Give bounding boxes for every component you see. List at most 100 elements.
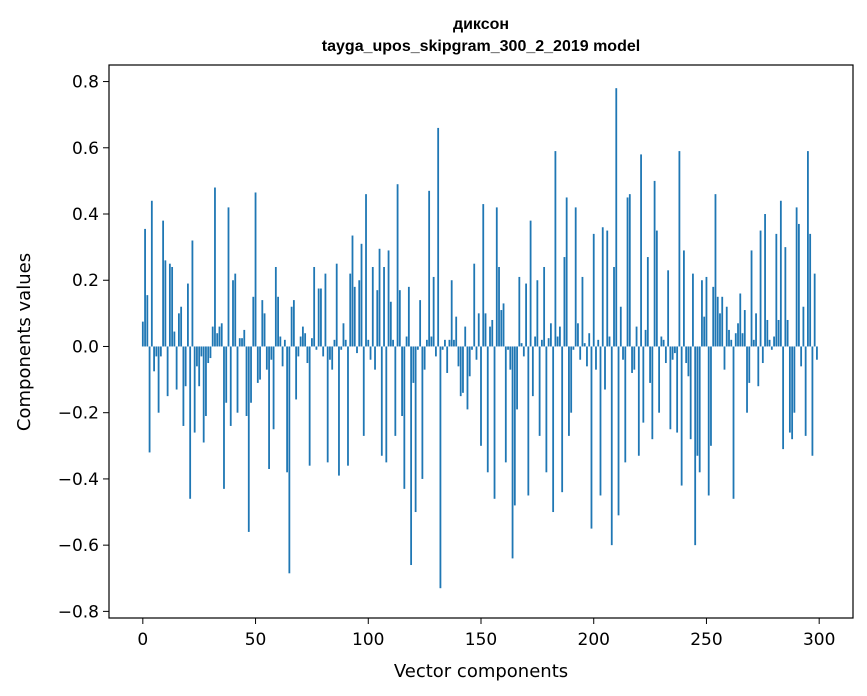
bar xyxy=(755,313,757,347)
y-tick-label: 0.8 xyxy=(72,73,99,93)
bar xyxy=(308,346,311,466)
bar xyxy=(788,346,791,433)
bar xyxy=(570,346,573,413)
bar xyxy=(398,290,401,347)
y-axis-ticks: −0.8 −0.6 −0.4 −0.2 0.0 0.2 0.4 0.6 0.8 xyxy=(58,73,109,622)
chart-title: диксон xyxy=(453,16,509,33)
y-tick-label: 0.0 xyxy=(72,337,99,357)
bar xyxy=(685,346,688,364)
bar xyxy=(732,346,735,499)
bar xyxy=(640,154,642,347)
bar xyxy=(383,266,385,347)
chart-subtitle: tayga_upos_skipgram_300_2_2019 model xyxy=(322,38,640,55)
bar xyxy=(193,346,196,433)
bar xyxy=(484,313,487,347)
bar xyxy=(468,346,471,377)
bar xyxy=(211,326,214,347)
bar xyxy=(725,306,728,347)
bar xyxy=(412,346,415,383)
bar xyxy=(617,346,620,516)
bar xyxy=(739,293,742,347)
bar xyxy=(592,233,595,347)
bar xyxy=(428,190,431,347)
bar xyxy=(743,310,746,347)
bar xyxy=(807,151,809,347)
bar xyxy=(261,300,264,347)
bar xyxy=(439,346,442,589)
bar xyxy=(516,346,518,410)
bar xyxy=(556,336,559,347)
bar xyxy=(209,346,212,359)
bar xyxy=(259,346,261,380)
y-tick-label: 0.4 xyxy=(72,205,99,225)
y-tick-label: 0.2 xyxy=(72,271,99,291)
bar xyxy=(543,266,546,347)
bar xyxy=(513,346,516,506)
bar xyxy=(326,346,329,463)
bar xyxy=(622,346,624,360)
bar xyxy=(374,346,376,370)
bar xyxy=(559,326,561,347)
bar xyxy=(473,263,476,347)
bar xyxy=(256,346,259,383)
bar xyxy=(581,276,584,347)
x-axis-ticks: 0 50 100 150 200 250 300 xyxy=(137,618,835,650)
bar xyxy=(786,319,789,347)
bar xyxy=(144,228,146,347)
bar xyxy=(414,346,417,513)
bar xyxy=(628,194,631,347)
bar xyxy=(153,346,155,372)
bar xyxy=(281,346,284,367)
bar xyxy=(299,336,302,347)
bar xyxy=(200,346,203,357)
bar xyxy=(232,280,234,347)
bar xyxy=(392,339,394,347)
y-tick-label: 0.6 xyxy=(72,139,99,159)
bar xyxy=(561,346,564,493)
bar xyxy=(730,339,733,347)
bar xyxy=(306,346,309,364)
bar xyxy=(446,346,449,373)
bar xyxy=(493,346,496,499)
bar xyxy=(455,316,458,347)
bar xyxy=(660,336,663,347)
bar xyxy=(453,339,455,347)
bar xyxy=(529,220,532,347)
bar xyxy=(425,339,428,347)
bar xyxy=(737,323,739,347)
bar xyxy=(651,346,654,440)
bar xyxy=(482,204,485,347)
bar xyxy=(707,346,710,496)
bar xyxy=(191,240,194,347)
bar xyxy=(311,338,313,347)
bar xyxy=(572,346,575,350)
bar xyxy=(378,248,381,347)
bar xyxy=(371,266,374,347)
bar xyxy=(335,263,338,347)
bar xyxy=(797,223,800,347)
bar xyxy=(320,288,322,347)
bar xyxy=(360,243,363,347)
bar xyxy=(401,346,403,417)
y-axis-label: Components values xyxy=(14,253,35,431)
bar xyxy=(353,286,356,347)
bar xyxy=(642,346,645,423)
bar xyxy=(480,346,482,446)
bar xyxy=(748,346,751,383)
bar xyxy=(653,180,656,347)
bar xyxy=(601,227,604,347)
bar xyxy=(387,250,390,347)
bar xyxy=(495,207,498,347)
bar xyxy=(662,339,665,347)
bar xyxy=(286,346,289,473)
bar xyxy=(509,346,512,370)
bar xyxy=(423,346,426,370)
bar xyxy=(764,214,766,347)
bar xyxy=(520,343,523,347)
bar xyxy=(250,346,252,403)
bar xyxy=(710,346,712,446)
bar xyxy=(554,151,557,347)
bar xyxy=(205,346,207,417)
bar xyxy=(365,194,367,347)
